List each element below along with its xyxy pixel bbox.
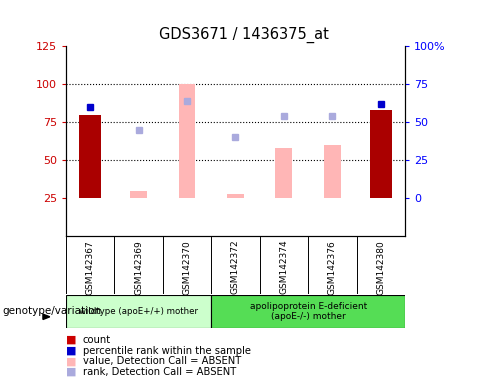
Bar [179,84,196,198]
Bar [275,148,292,198]
Bar [66,295,211,328]
Bar [130,190,147,198]
Text: GSM142370: GSM142370 [183,240,191,295]
Text: GDS3671 / 1436375_at: GDS3671 / 1436375_at [159,26,329,43]
Text: ■: ■ [66,346,77,356]
Text: percentile rank within the sample: percentile rank within the sample [83,346,251,356]
Polygon shape [43,314,50,319]
Text: GSM142372: GSM142372 [231,240,240,295]
Bar [324,145,341,198]
Bar [79,114,101,198]
Text: GSM142369: GSM142369 [134,240,143,295]
Bar [227,194,244,198]
Text: GSM142374: GSM142374 [280,240,288,295]
Text: GSM142376: GSM142376 [328,240,337,295]
Text: wildtype (apoE+/+) mother: wildtype (apoE+/+) mother [79,307,198,316]
Text: GSM142380: GSM142380 [376,240,386,295]
Bar [370,110,392,198]
Text: rank, Detection Call = ABSENT: rank, Detection Call = ABSENT [83,367,236,377]
Text: ■: ■ [66,356,77,366]
Text: ■: ■ [66,335,77,345]
Text: count: count [83,335,111,345]
Text: GSM142367: GSM142367 [85,240,95,295]
Bar [211,295,405,328]
Text: value, Detection Call = ABSENT: value, Detection Call = ABSENT [83,356,241,366]
Text: genotype/variation: genotype/variation [2,306,102,316]
Text: ■: ■ [66,367,77,377]
Text: apolipoprotein E-deficient
(apoE-/-) mother: apolipoprotein E-deficient (apoE-/-) mot… [249,302,367,321]
